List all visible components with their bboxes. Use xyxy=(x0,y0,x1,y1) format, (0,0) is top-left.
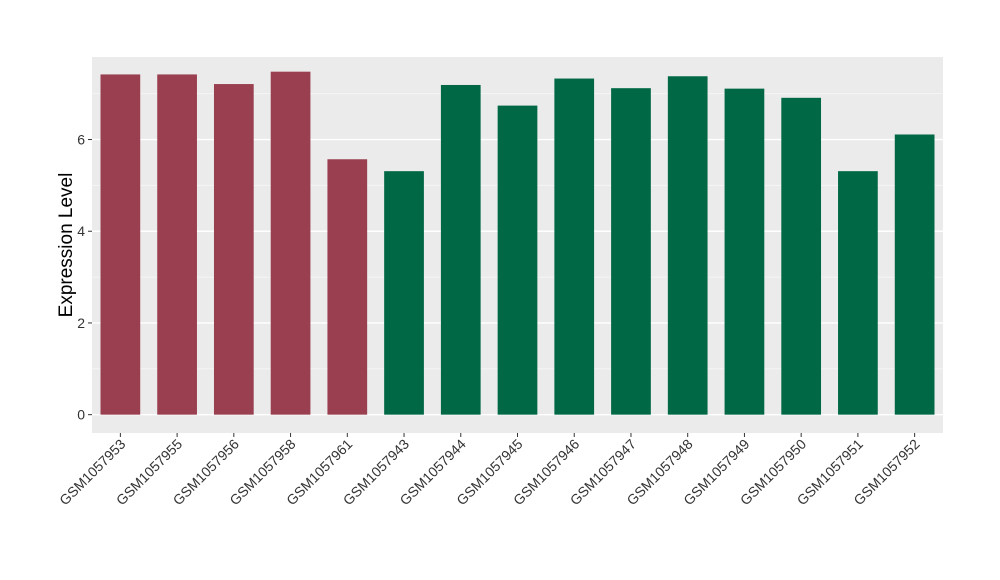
bar xyxy=(554,78,595,415)
bar xyxy=(384,171,424,415)
bar xyxy=(611,88,651,415)
bar xyxy=(838,171,878,415)
bar xyxy=(724,88,765,415)
bar xyxy=(270,71,311,415)
y-tick-label: 6 xyxy=(77,132,85,148)
bar xyxy=(327,159,368,415)
y-axis: 0 2 4 6 xyxy=(77,132,92,423)
bars xyxy=(100,71,935,415)
x-axis: GSM1057953GSM1057955GSM1057956GSM1057958… xyxy=(56,433,923,508)
bar xyxy=(213,84,254,415)
bar xyxy=(667,76,708,415)
y-tick-label: 2 xyxy=(77,315,85,331)
bar xyxy=(100,74,141,415)
y-tick-label: 0 xyxy=(77,407,85,423)
bar xyxy=(157,74,197,415)
bar xyxy=(497,105,538,415)
bar xyxy=(440,84,481,415)
bar xyxy=(781,97,822,415)
y-tick-label: 4 xyxy=(77,223,85,239)
y-axis-title: Expression Level xyxy=(56,173,77,318)
bar xyxy=(894,134,935,415)
